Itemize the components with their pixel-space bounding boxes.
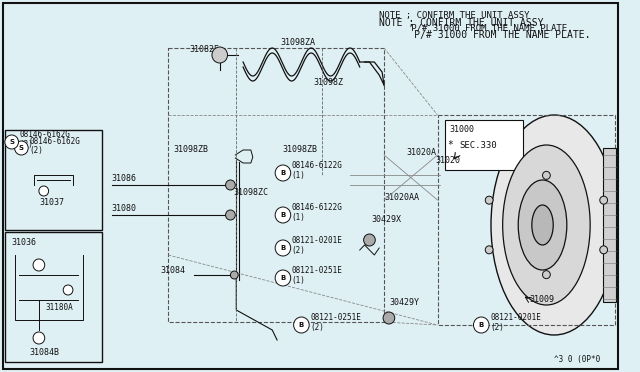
Text: 31098ZA: 31098ZA xyxy=(280,38,315,47)
Text: 08121-0201E: 08121-0201E xyxy=(292,236,342,245)
Text: S: S xyxy=(19,145,24,151)
Text: (2): (2) xyxy=(310,323,324,332)
Text: *: * xyxy=(447,140,453,150)
Ellipse shape xyxy=(532,205,553,245)
Text: 31082E: 31082E xyxy=(189,45,220,54)
Text: S: S xyxy=(9,139,14,145)
Text: 08146-6162G: 08146-6162G xyxy=(29,137,80,146)
Bar xyxy=(5,130,102,230)
Circle shape xyxy=(225,180,236,190)
Text: 30429X: 30429X xyxy=(371,215,401,224)
Circle shape xyxy=(294,317,309,333)
Text: NOTE ; CONFIRM THE UNIT ASSY: NOTE ; CONFIRM THE UNIT ASSY xyxy=(379,11,530,20)
Text: SEC.330: SEC.330 xyxy=(459,141,497,150)
Text: (2): (2) xyxy=(490,323,504,332)
Text: B: B xyxy=(280,212,285,218)
Text: 31080: 31080 xyxy=(112,204,137,213)
Text: 31098ZB: 31098ZB xyxy=(173,145,208,154)
Text: B: B xyxy=(280,170,285,176)
Text: 31020AA: 31020AA xyxy=(384,193,419,202)
Circle shape xyxy=(543,271,550,279)
Circle shape xyxy=(275,207,291,223)
Text: B: B xyxy=(299,322,304,328)
Circle shape xyxy=(364,234,375,246)
Bar xyxy=(5,232,102,362)
Ellipse shape xyxy=(502,145,590,305)
Text: 31037: 31037 xyxy=(39,198,64,207)
Text: (1): (1) xyxy=(292,213,305,222)
Text: (1): (1) xyxy=(292,171,305,180)
Text: ^3 0 (0P*0: ^3 0 (0P*0 xyxy=(554,355,600,364)
Text: 08146-6122G: 08146-6122G xyxy=(292,203,342,212)
Circle shape xyxy=(212,47,227,63)
Circle shape xyxy=(543,171,550,179)
Text: NOTE ; CONFIRM THE UNIT ASSY: NOTE ; CONFIRM THE UNIT ASSY xyxy=(379,18,544,28)
Text: 31180A: 31180A xyxy=(45,303,74,312)
Text: B: B xyxy=(280,245,285,251)
Text: 31084: 31084 xyxy=(161,266,186,275)
Text: 08146-6122G: 08146-6122G xyxy=(292,161,342,170)
Text: P/# 31000 FROM THE NAME PLATE.: P/# 31000 FROM THE NAME PLATE. xyxy=(379,30,591,40)
Circle shape xyxy=(33,332,45,344)
Text: 08121-0251E: 08121-0251E xyxy=(310,313,361,322)
Text: 31000: 31000 xyxy=(449,125,474,134)
Text: (1): (1) xyxy=(292,276,305,285)
Circle shape xyxy=(39,186,49,196)
Circle shape xyxy=(33,259,45,271)
Circle shape xyxy=(5,135,19,149)
Ellipse shape xyxy=(491,115,618,335)
Text: (2): (2) xyxy=(292,246,305,255)
Text: 08121-0251E: 08121-0251E xyxy=(292,266,342,275)
Bar xyxy=(168,48,384,322)
Bar xyxy=(438,115,616,325)
Circle shape xyxy=(63,285,73,295)
Text: 08146-6162G: 08146-6162G xyxy=(19,130,70,139)
Circle shape xyxy=(383,312,395,324)
Text: 31084B: 31084B xyxy=(29,348,59,357)
Text: B: B xyxy=(280,275,285,281)
Text: 30429Y: 30429Y xyxy=(389,298,419,307)
Circle shape xyxy=(600,196,607,204)
Circle shape xyxy=(474,317,489,333)
Circle shape xyxy=(485,246,493,254)
Ellipse shape xyxy=(518,180,567,270)
Text: 31036: 31036 xyxy=(12,238,36,247)
Circle shape xyxy=(600,246,607,254)
Text: 31020A: 31020A xyxy=(406,148,436,157)
Bar xyxy=(445,120,523,170)
Text: (2): (2) xyxy=(29,146,43,155)
Text: (2): (2) xyxy=(19,140,33,149)
Circle shape xyxy=(230,271,238,279)
Bar xyxy=(603,148,616,302)
Text: 31098Z: 31098Z xyxy=(313,78,343,87)
Text: 31009: 31009 xyxy=(530,295,555,304)
Text: 31098ZC: 31098ZC xyxy=(234,188,268,197)
Text: 31020: 31020 xyxy=(436,156,461,165)
Text: 08121-0201E: 08121-0201E xyxy=(490,313,541,322)
Text: P/# 31000 FROM THE NAME PLATE.: P/# 31000 FROM THE NAME PLATE. xyxy=(379,23,573,32)
Circle shape xyxy=(275,165,291,181)
Circle shape xyxy=(225,210,236,220)
Text: 31086: 31086 xyxy=(112,174,137,183)
Text: B: B xyxy=(479,322,484,328)
Circle shape xyxy=(485,196,493,204)
Text: 31098ZB: 31098ZB xyxy=(282,145,317,154)
Circle shape xyxy=(275,270,291,286)
Circle shape xyxy=(15,141,28,155)
Circle shape xyxy=(275,240,291,256)
